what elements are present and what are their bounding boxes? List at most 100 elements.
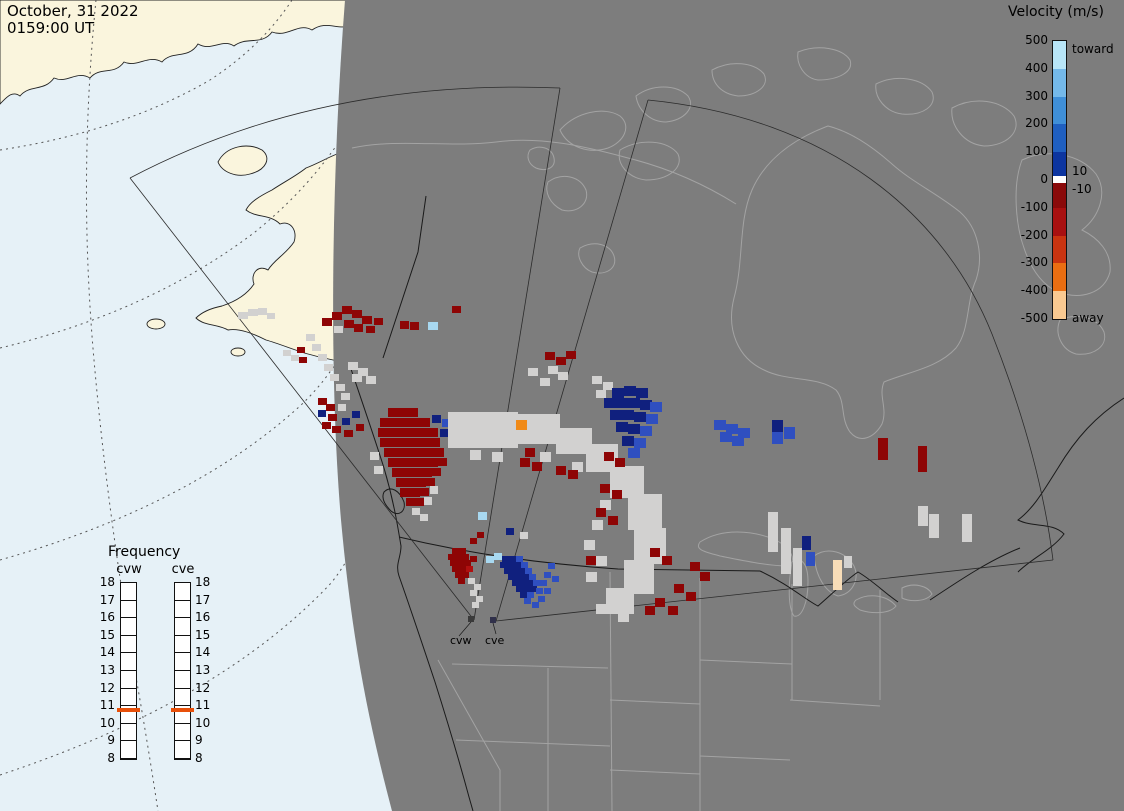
velocity-cell (520, 458, 530, 467)
velocity-cell (415, 498, 424, 506)
velocity-cell (400, 418, 410, 427)
velocity-cell (502, 556, 509, 562)
velocity-cell (478, 512, 487, 520)
velocity-cell (514, 562, 521, 568)
frequency-bar-segment (121, 671, 136, 689)
velocity-cell (720, 432, 732, 442)
velocity-cell (640, 400, 652, 410)
velocity-cell (404, 448, 414, 457)
velocity-cell (428, 428, 438, 437)
velocity-cell (394, 448, 404, 457)
velocity-cell (408, 428, 418, 437)
velocity-cell (477, 532, 484, 538)
velocity-cell (516, 556, 523, 562)
velocity-cell (572, 462, 583, 472)
velocity-cell (283, 350, 291, 356)
velocity-cell (352, 411, 360, 418)
velocity-cell (878, 438, 888, 460)
velocity-cell (352, 374, 362, 382)
frequency-bar-segment (175, 724, 190, 742)
velocity-cell (324, 364, 333, 371)
velocity-cell (655, 598, 665, 607)
velocity-cell (420, 438, 430, 447)
velocity-cell (408, 458, 418, 467)
velocity-cell (297, 347, 305, 353)
velocity-cell (312, 344, 321, 351)
velocity-cell (962, 514, 972, 542)
velocity-cell (929, 514, 939, 538)
velocity-cell (472, 602, 479, 608)
velocity-cell (802, 536, 811, 550)
velocity-cell (348, 362, 358, 370)
velocity-cell (424, 497, 432, 505)
velocity-cell (332, 312, 342, 320)
velocity-cell (538, 596, 545, 602)
velocity-cell (690, 562, 700, 571)
frequency-bar-segment (175, 671, 190, 689)
velocity-cell (544, 588, 551, 594)
velocity-cell (342, 418, 350, 425)
velocity-cell (521, 562, 528, 568)
velocity-cell (532, 602, 539, 608)
velocity-cell (781, 528, 791, 574)
velocity-cell (388, 408, 398, 417)
near-zero-neg-label: -10 (1072, 182, 1092, 196)
velocity-cell (342, 306, 352, 314)
frequency-bar-segment (121, 653, 136, 671)
velocity-cell (612, 388, 624, 398)
velocity-cell (668, 606, 678, 615)
velocity-cell (584, 540, 595, 550)
velocity-cell (606, 588, 634, 614)
time-label: 0159:00 UT (7, 19, 95, 37)
velocity-cell (494, 553, 502, 560)
velocity-cell (248, 309, 258, 316)
frequency-tick-label: 9 (195, 733, 203, 748)
velocity-cell (344, 320, 354, 328)
velocity-cell (410, 418, 420, 427)
velocity-cell (440, 429, 449, 437)
velocity-legend-title: Velocity (m/s) (1008, 4, 1104, 20)
velocity-cell (586, 556, 596, 565)
velocity-cell (366, 326, 375, 333)
frequency-bar-segment (121, 689, 136, 707)
velocity-cell (410, 438, 420, 447)
velocity-cell (548, 366, 558, 374)
velocity-cell (384, 448, 394, 457)
velocity-cell (645, 606, 655, 615)
velocity-cell (420, 488, 429, 496)
frequency-tick-label: 18 (99, 575, 115, 589)
frequency-col-label-cvw: cvw (116, 562, 142, 577)
velocity-color-segment (1053, 291, 1066, 319)
velocity-cell (402, 468, 412, 477)
velocity-cell (628, 398, 640, 408)
velocity-cell (512, 580, 519, 586)
velocity-cell (596, 390, 606, 398)
frequency-bar-segment (121, 601, 136, 619)
velocity-cell (586, 572, 597, 582)
velocity-cell (459, 548, 466, 554)
toward-label: toward (1072, 42, 1114, 56)
velocity-cell (548, 563, 555, 569)
frequency-tick-label: 12 (99, 680, 115, 695)
velocity-cell (412, 508, 420, 515)
graticule-dotted (0, 0, 363, 811)
velocity-cell (545, 352, 555, 360)
velocity-cell (596, 556, 607, 566)
velocity-cell (406, 478, 416, 487)
landmass-alaska-siberia (0, 0, 353, 365)
velocity-cell (459, 566, 466, 572)
velocity-cell (328, 414, 337, 421)
velocity-cell (442, 419, 451, 427)
velocity-cell (772, 432, 783, 444)
velocity-cell (400, 321, 409, 329)
velocity-zero-band (1053, 176, 1066, 183)
velocity-cell (592, 520, 603, 530)
velocity-cell (452, 306, 461, 313)
velocity-cell (420, 418, 430, 427)
velocity-cell (772, 420, 783, 432)
velocity-cell (624, 386, 636, 396)
velocity-cell (604, 452, 614, 461)
velocity-cell (412, 468, 422, 477)
velocity-cell (438, 458, 447, 466)
velocity-cell (352, 310, 362, 318)
